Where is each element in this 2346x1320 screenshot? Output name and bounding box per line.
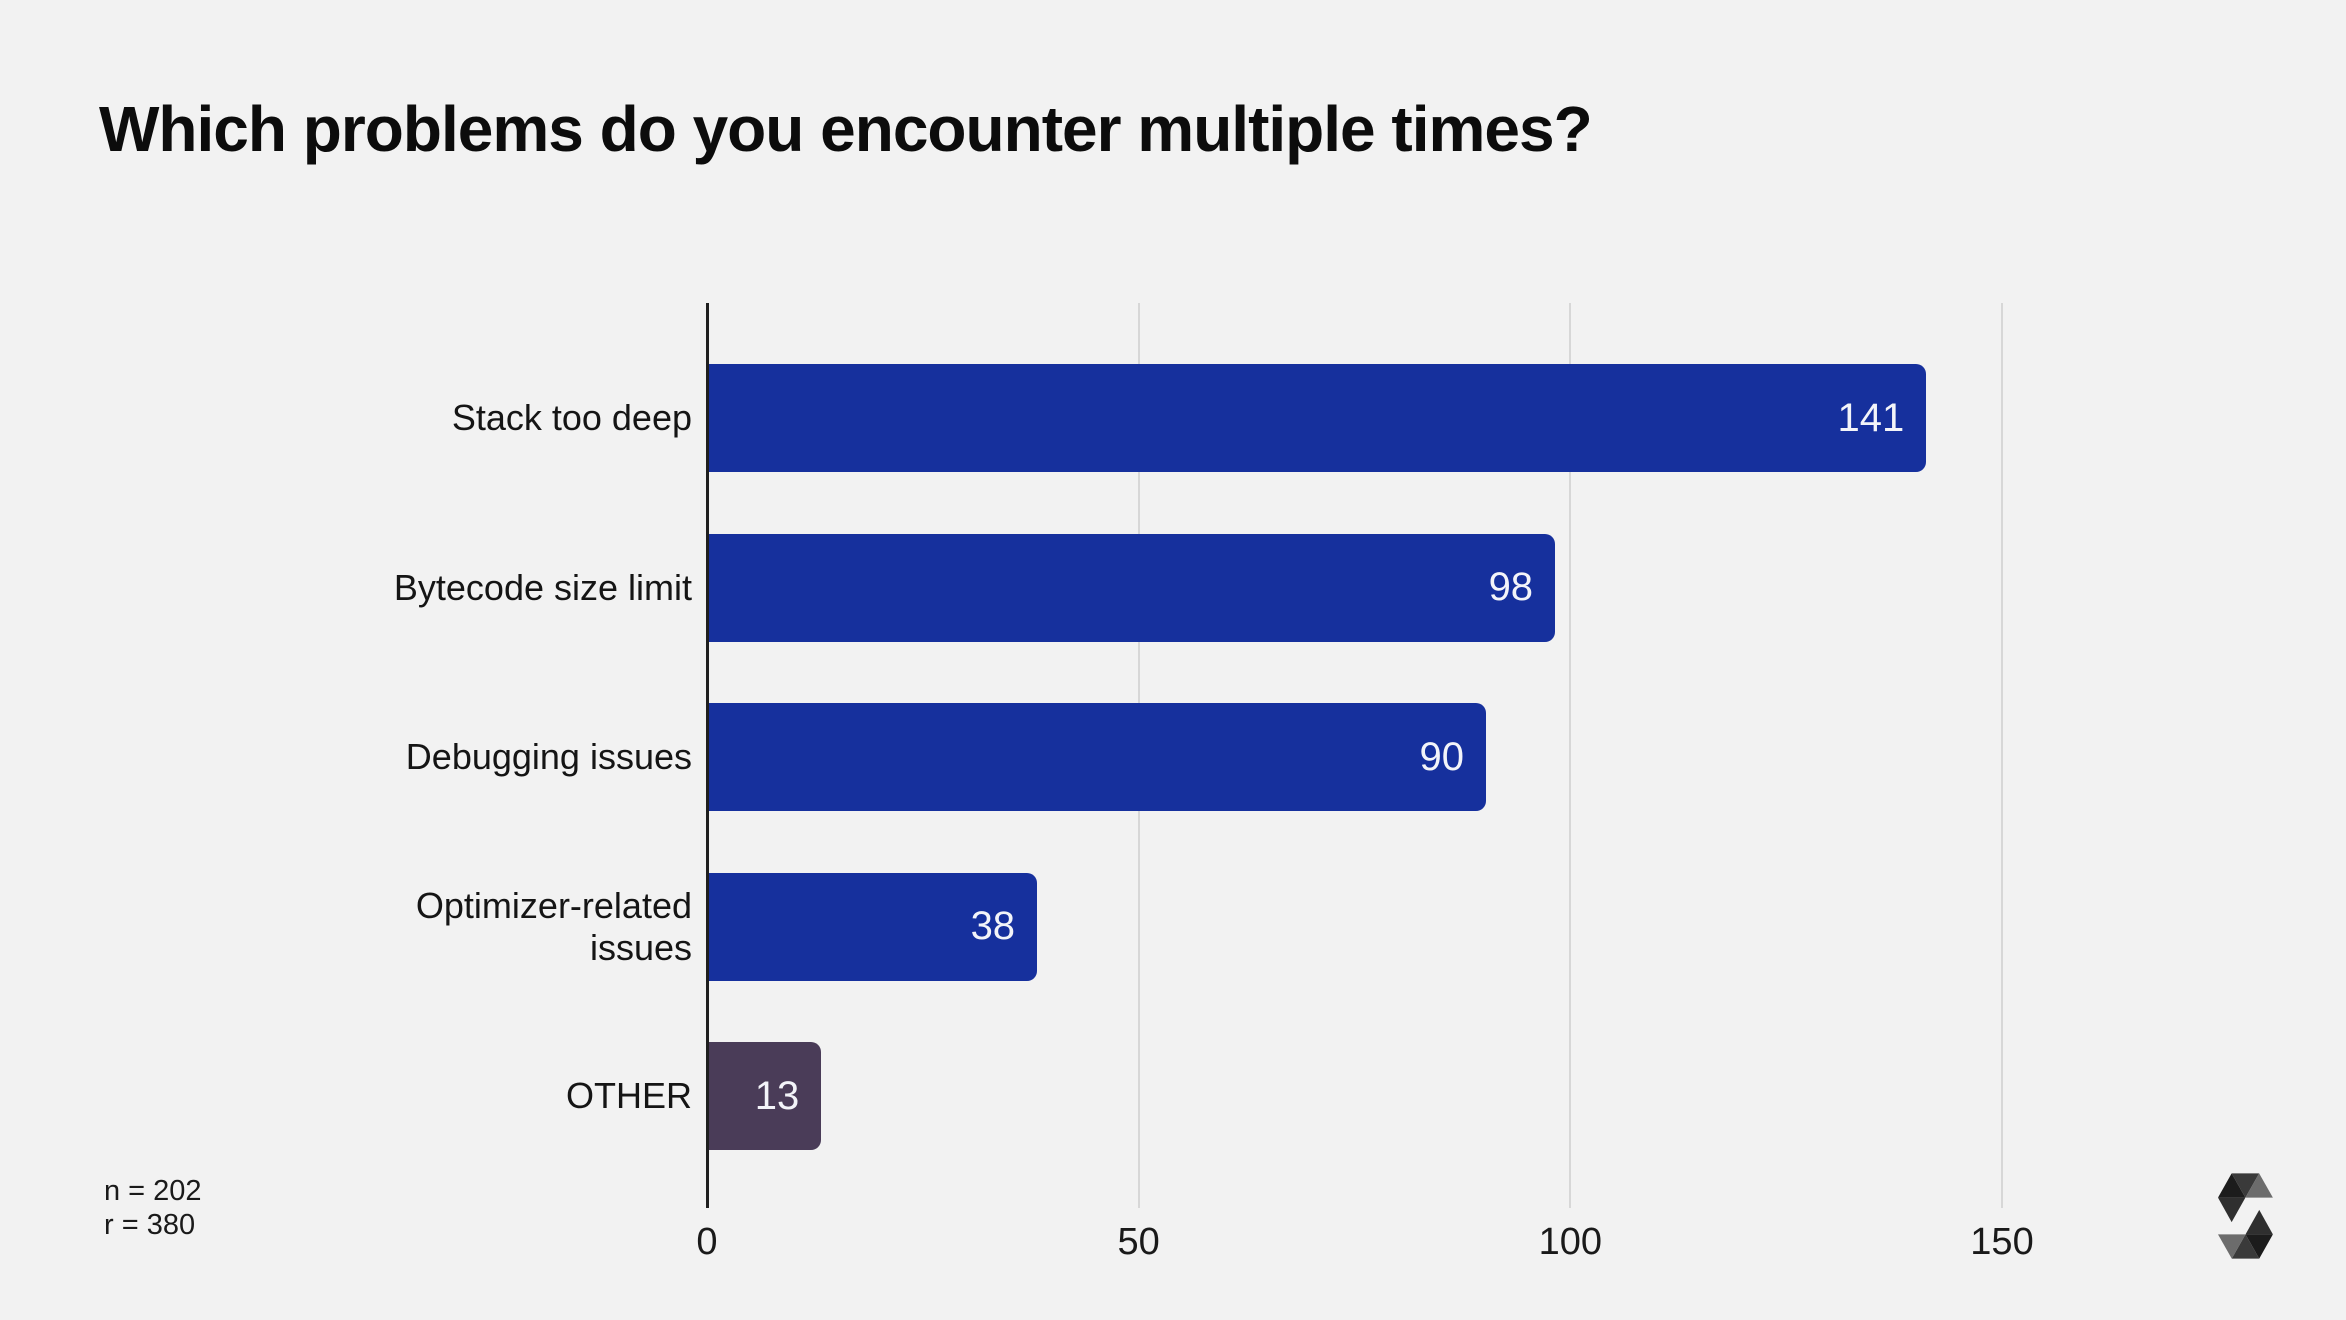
chart-title: Which problems do you encounter multiple… <box>99 93 1593 165</box>
category-label: OTHER <box>566 1075 692 1117</box>
x-axis-tick-label: 100 <box>1538 1221 1603 1263</box>
gridline <box>2001 303 2003 1208</box>
gridline <box>1569 303 1572 1208</box>
logo-top-mid-triangle <box>2231 1173 2260 1198</box>
sample-size-r: r = 380 <box>104 1209 196 1241</box>
logo-upper-down-triangle <box>2218 1197 2246 1223</box>
category-label: Stack too deep <box>451 397 692 439</box>
bar-value-label: 38 <box>970 904 1016 948</box>
logo-bottom-left-triangle <box>2218 1234 2246 1259</box>
logo-top-left-triangle <box>2218 1173 2246 1198</box>
x-axis-tick-label: 0 <box>696 1221 718 1263</box>
bar: 98 <box>709 533 1556 642</box>
plot-area: Stack too deep 141 Bytecode size limit 98 De… <box>394 303 2346 1263</box>
sample-size-n: n = 202 <box>104 1175 202 1207</box>
bar: 141 <box>709 364 1927 472</box>
bar: 90 <box>709 703 1486 811</box>
sample-size-note: n = 202 r = 380 <box>104 1174 202 1242</box>
category-label: Debugging issues <box>405 736 692 778</box>
bar-value-label: 90 <box>1419 734 1465 779</box>
logo-top-right-triangle <box>2245 1173 2273 1198</box>
x-axis-tick-label: 150 <box>1970 1221 2034 1263</box>
bar: 38 <box>709 872 1038 981</box>
logo-lower-up-triangle <box>2245 1209 2273 1235</box>
bar: 13 <box>709 1042 822 1150</box>
bar-value-label: 13 <box>754 1073 800 1118</box>
bar-value-label: 141 <box>1837 395 1905 440</box>
y-axis-baseline <box>706 303 709 1208</box>
bar-value-label: 98 <box>1488 565 1534 609</box>
logo-bottom-right-triangle <box>2245 1234 2273 1259</box>
solidity-logo-icon <box>2218 1173 2273 1259</box>
logo-bottom-mid-triangle <box>2231 1234 2260 1259</box>
category-label: Optimizer-related issues <box>415 885 692 968</box>
category-label: Bytecode size limit <box>393 566 692 608</box>
x-axis-tick-label: 50 <box>1117 1221 1160 1263</box>
